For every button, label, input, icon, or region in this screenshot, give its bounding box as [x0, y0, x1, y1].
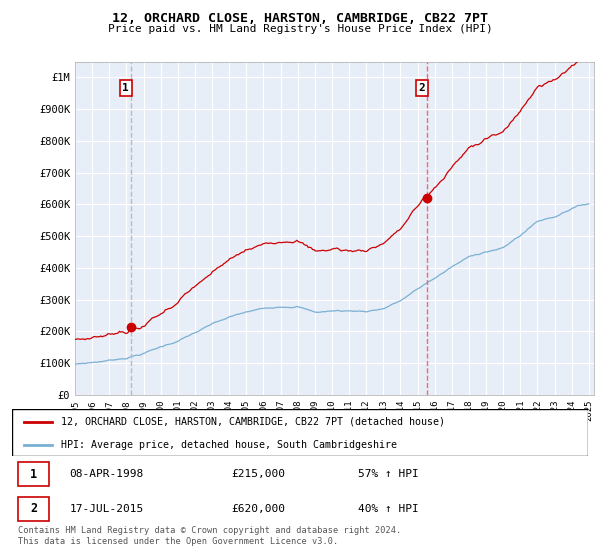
Text: 1: 1: [30, 468, 37, 480]
Text: 2: 2: [30, 502, 37, 515]
Text: 12, ORCHARD CLOSE, HARSTON, CAMBRIDGE, CB22 7PT: 12, ORCHARD CLOSE, HARSTON, CAMBRIDGE, C…: [112, 12, 488, 25]
Text: HPI: Average price, detached house, South Cambridgeshire: HPI: Average price, detached house, Sout…: [61, 440, 397, 450]
Text: 08-APR-1998: 08-APR-1998: [70, 469, 144, 479]
Text: 57% ↑ HPI: 57% ↑ HPI: [358, 469, 418, 479]
Text: Contains HM Land Registry data © Crown copyright and database right 2024.
This d: Contains HM Land Registry data © Crown c…: [18, 526, 401, 546]
Text: 1: 1: [122, 83, 129, 94]
Text: 12, ORCHARD CLOSE, HARSTON, CAMBRIDGE, CB22 7PT (detached house): 12, ORCHARD CLOSE, HARSTON, CAMBRIDGE, C…: [61, 417, 445, 427]
FancyBboxPatch shape: [18, 462, 49, 486]
Text: £620,000: £620,000: [231, 504, 285, 514]
Text: £215,000: £215,000: [231, 469, 285, 479]
FancyBboxPatch shape: [18, 497, 49, 521]
Text: 17-JUL-2015: 17-JUL-2015: [70, 504, 144, 514]
Text: 40% ↑ HPI: 40% ↑ HPI: [358, 504, 418, 514]
Text: 2: 2: [418, 83, 425, 94]
Text: Price paid vs. HM Land Registry's House Price Index (HPI): Price paid vs. HM Land Registry's House …: [107, 24, 493, 34]
